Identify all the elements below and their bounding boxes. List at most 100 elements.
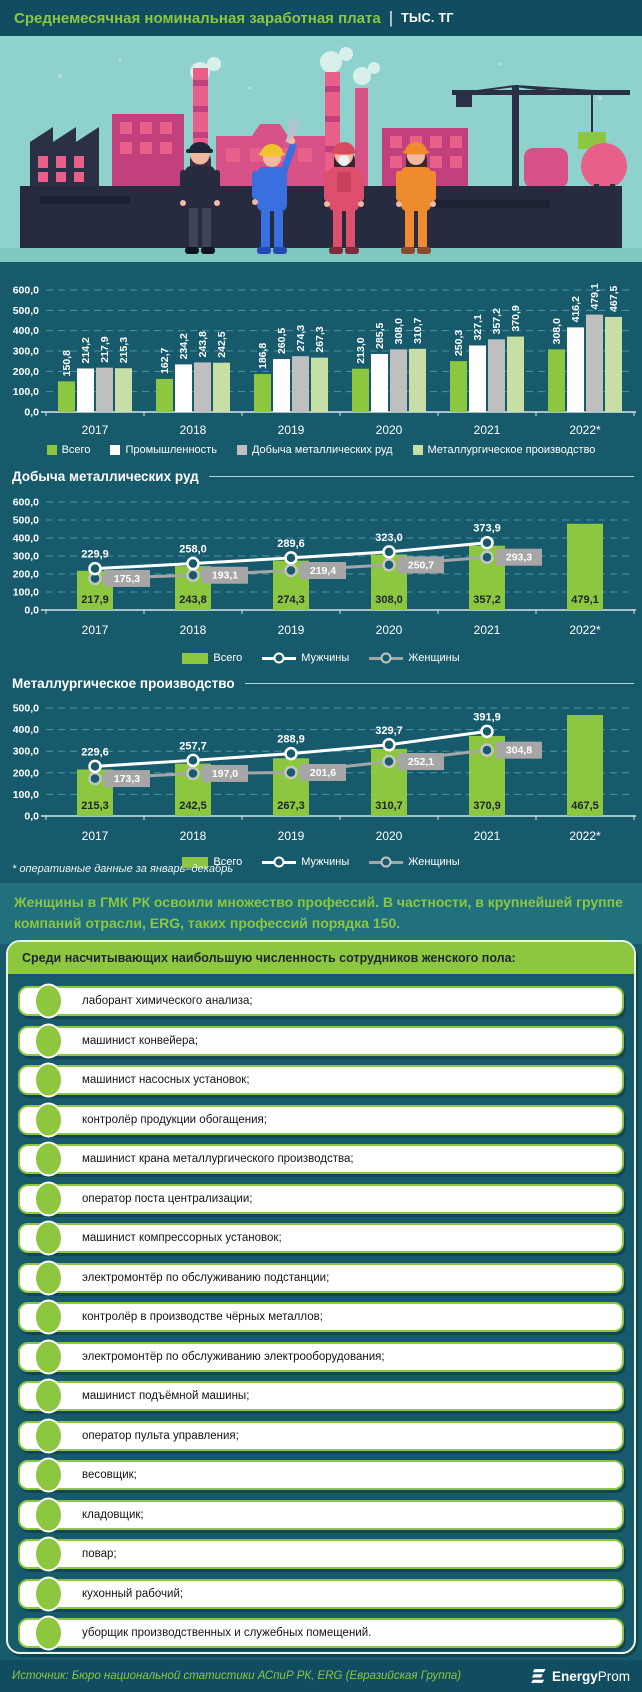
bullet-circle-icon [34, 1418, 63, 1453]
svg-text:400,0: 400,0 [13, 533, 39, 545]
svg-text:329,7: 329,7 [375, 725, 403, 737]
svg-text:197,0: 197,0 [212, 768, 238, 780]
list-item: повар; [18, 1536, 624, 1572]
svg-text:289,6: 289,6 [277, 538, 305, 550]
svg-text:201,6: 201,6 [310, 767, 336, 779]
svg-text:260,5: 260,5 [276, 328, 288, 354]
svg-text:304,8: 304,8 [506, 745, 532, 757]
svg-text:500,0: 500,0 [13, 515, 39, 527]
svg-text:2020: 2020 [376, 623, 403, 637]
svg-text:274,3: 274,3 [295, 325, 307, 351]
svg-text:293,3: 293,3 [506, 552, 532, 564]
bar-series-1: 214,2 234,2 260,5 285,5 327,1 416,2 [77, 296, 584, 412]
bullet-circle-icon [34, 1181, 63, 1216]
bullet-circle-icon [34, 1378, 63, 1414]
svg-text:370,9: 370,9 [473, 800, 501, 812]
legend-swatch-total-icon [46, 445, 57, 455]
professions-panel: Среди насчитывающих наибольшую численнос… [6, 940, 636, 1654]
bullet-circle-icon [34, 1497, 63, 1532]
list-item: кладовщик; [18, 1497, 624, 1532]
svg-text:308,0: 308,0 [393, 318, 405, 344]
list-item-label: машинист компрессорных установок; [82, 1232, 282, 1244]
list-item-label: оператор поста централизации; [82, 1192, 253, 1205]
svg-text:479,1: 479,1 [571, 594, 599, 606]
legend-item: Мужчины [262, 652, 349, 664]
chart-ore-mining: 0,0 100,0 200,0 300,0 400,0 500,0 600,0 2017 201… [13, 497, 636, 637]
svg-text:243,8: 243,8 [179, 594, 207, 606]
svg-text:400,0: 400,0 [13, 724, 39, 736]
svg-text:479,1: 479,1 [589, 283, 601, 309]
svg-text:200,0: 200,0 [13, 366, 39, 378]
chart-metallurgy: 0,0 100,0 200,0 300,0 400,0 500,0 2017 2018 2019… [13, 703, 636, 843]
svg-text:274,3: 274,3 [277, 594, 305, 606]
legend-item: Всего [182, 856, 242, 868]
legend-bar-total-icon [182, 856, 209, 868]
legend-ore-mining: Всего Мужчины Женщины [0, 652, 642, 664]
svg-text:215,3: 215,3 [81, 800, 109, 812]
svg-text:2022*: 2022* [569, 423, 601, 437]
list-item-label: электромонтёр по обслуживанию подстанции… [82, 1271, 330, 1284]
svg-text:267,3: 267,3 [314, 326, 326, 352]
list-item: контролёр в производстве чёрных металлов… [18, 1299, 624, 1335]
title-rule [244, 683, 634, 684]
svg-text:267,3: 267,3 [277, 800, 305, 812]
legend-item: Мужчины [262, 856, 349, 868]
svg-text:2020: 2020 [376, 423, 403, 437]
svg-text:250,3: 250,3 [453, 330, 465, 356]
svg-text:186,8: 186,8 [257, 343, 269, 369]
list-item: машинист крана металлургического произво… [18, 1141, 624, 1177]
legend-item: Промышленность [110, 444, 217, 456]
svg-text:229,9: 229,9 [81, 549, 109, 561]
list-item: кухонный рабочий; [18, 1576, 624, 1611]
bullet-circle-icon [34, 1299, 63, 1335]
svg-text:357,2: 357,2 [473, 594, 501, 606]
list-item: электромонтёр по обслуживанию электрообо… [18, 1339, 624, 1374]
svg-text:308,0: 308,0 [551, 318, 563, 344]
list-item: машинист конвейера; [18, 1023, 624, 1058]
svg-text:2018: 2018 [180, 829, 207, 843]
svg-text:193,1: 193,1 [212, 570, 238, 582]
svg-text:250,7: 250,7 [408, 559, 434, 571]
svg-text:219,4: 219,4 [310, 565, 336, 577]
svg-text:200,0: 200,0 [13, 569, 39, 581]
list-item: электромонтёр по обслуживанию подстанции… [18, 1260, 624, 1295]
svg-text:100,0: 100,0 [13, 789, 39, 801]
logo-text-light: Prom [597, 1668, 630, 1684]
svg-text:252,1: 252,1 [408, 756, 434, 768]
svg-text:467,5: 467,5 [608, 286, 620, 312]
legend-swatch-ore-icon [236, 445, 247, 455]
legend-item: Всего [182, 652, 242, 664]
list-item-label: кладовщик; [82, 1508, 144, 1521]
svg-text:213,0: 213,0 [355, 337, 367, 363]
svg-text:500,0: 500,0 [13, 305, 39, 317]
svg-text:2021: 2021 [474, 623, 501, 637]
section-title-metallurgy: Металлургическое производство [12, 676, 634, 691]
bar-series-2: 217,9 243,8 274,3 308,0 357,2 479,1 [96, 283, 603, 412]
woman-figure-2 [252, 119, 300, 254]
list-item-label: машинист насосных установок; [82, 1074, 250, 1086]
svg-text:150,8: 150,8 [61, 350, 73, 376]
svg-text:0,0: 0,0 [24, 407, 39, 419]
svg-text:600,0: 600,0 [13, 497, 39, 509]
list-item-label: контролёр в производстве чёрных металлов… [82, 1311, 323, 1323]
list-item: оператор пульта управления; [18, 1418, 624, 1453]
bullet-circle-icon [34, 1339, 63, 1374]
legend-overall: Всего Промышленность Добыча металлически… [0, 444, 642, 456]
factory-scene-graphic [0, 36, 642, 262]
legend-metallurgy: Всего Мужчины Женщины [0, 856, 642, 868]
svg-text:308,0: 308,0 [375, 594, 403, 606]
energyprom-logo-icon [531, 1669, 546, 1683]
list-item: лаборант химического анализа; [18, 983, 624, 1019]
svg-text:2019: 2019 [278, 623, 305, 637]
svg-text:257,7: 257,7 [179, 740, 207, 752]
svg-text:285,5: 285,5 [374, 323, 386, 349]
svg-text:2020: 2020 [376, 829, 403, 843]
legend-line-women-icon [369, 856, 404, 868]
svg-text:391,9: 391,9 [473, 711, 501, 723]
svg-text:300,0: 300,0 [13, 346, 39, 358]
svg-text:600,0: 600,0 [13, 285, 39, 297]
svg-text:217,9: 217,9 [81, 594, 109, 606]
energyprom-logo: EnergyProm [530, 1668, 630, 1684]
chart-overall-wages: 0,0 100,0 200,0 300,0 400,0 500,0 600,0 2017 201… [13, 283, 636, 437]
svg-text:310,7: 310,7 [412, 317, 424, 343]
